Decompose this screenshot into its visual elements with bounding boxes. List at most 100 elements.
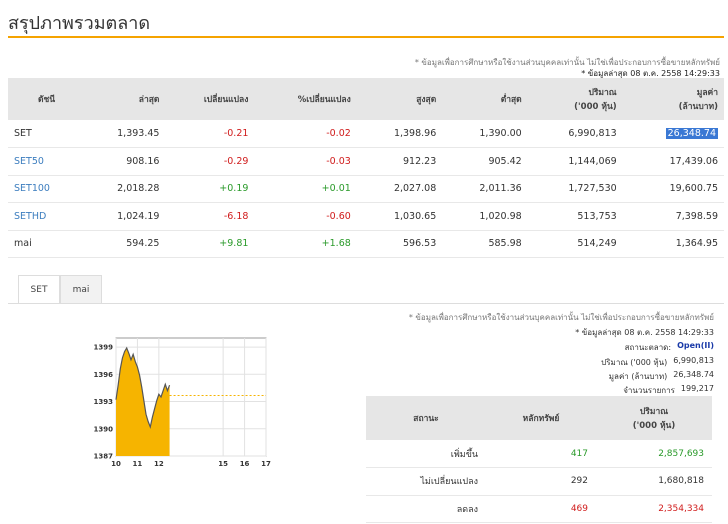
table-row: ไม่เปลี่ยนแปลง 292 1,680,818 [366,467,712,496]
index-volume: 1,144,069 [527,147,623,176]
breadth-volume: 2,857,693 [596,440,712,468]
index-change: +0.19 [165,175,255,203]
index-name: SET [8,120,80,148]
market-volume-label: ปริมาณ ('000 หุ้น) [601,358,668,367]
breadth-volume: 2,354,334 [596,495,712,523]
breadth-table: สถานะ หลักทรัพย์ ปริมาณ ('000 หุ้น) เพิ่… [366,396,712,523]
index-last: 908.16 [80,147,166,176]
index-change: -6.18 [165,202,255,231]
index-volume: 514,249 [527,230,623,258]
market-value-label: มูลค่า (ล้านบาท) [608,372,668,381]
chart-x-tick-label: 15 [218,460,228,468]
index-high: 1,398.96 [356,120,443,148]
index-volume: 1,727,530 [527,175,623,203]
index-link-set50[interactable]: SET50 [14,155,44,167]
market-trades-label: จำนวนรายการ [623,386,675,395]
table-row: SET100 2,018.28 +0.19 +0.01 2,027.08 2,0… [8,175,724,203]
table-row: SETHD 1,024.19 -6.18 -0.60 1,030.65 1,02… [8,202,724,231]
index-pct-change: -0.60 [254,202,357,231]
market-trades-value: 199,217 [680,384,714,393]
table-row: SET 1,393.45 -0.21 -0.02 1,398.96 1,390.… [8,120,724,148]
table-row: เพิ่มขึ้น 417 2,857,693 [366,440,712,468]
index-table-header: ดัชนี ล่าสุด เปลี่ยนแปลง %เปลี่ยนแปลง สู… [8,78,724,120]
selected-value-text[interactable]: 26,348.74 [665,128,718,139]
market-status-label: สถานะตลาด: [624,343,672,352]
tab-mai[interactable]: mai [60,275,102,303]
index-pct-change: +1.68 [254,230,357,258]
breadth-count: 469 [486,495,596,523]
chart-series-line [115,346,171,430]
header-change: เปลี่ยนแปลง [165,78,255,120]
chart-y-tick-label: 1390 [94,425,114,433]
market-tabs: SET mai [18,275,102,303]
index-change: -0.21 [165,120,255,148]
index-name: mai [8,230,80,258]
index-last: 1,024.19 [80,202,166,231]
index-low: 1,020.98 [442,202,528,231]
header-securities: หลักทรัพย์ [486,396,596,440]
index-link-sethd[interactable]: SETHD [14,210,47,222]
market-volume: ปริมาณ ('000 หุ้น) 6,990,813 [601,356,714,369]
breadth-status: เพิ่มขึ้น [366,440,486,468]
index-value-cell: 26,348.74 [622,120,724,148]
breadth-status: ลดลง [366,495,486,523]
market-disclaimer: * ข้อมูลเพื่อการศึกษาหรือใช้งานส่วนบุคคล… [408,313,714,322]
header-pct-change: %เปลี่ยนแปลง [254,78,357,120]
index-low: 585.98 [442,230,528,258]
index-high: 2,027.08 [356,175,443,203]
intraday-chart: 1399 1396 1393 1390 1387 10 11 12 15 16 17 [88,330,278,470]
index-low: 2,011.36 [442,175,528,203]
header-index: ดัชนี [8,78,80,120]
index-pct-change: +0.01 [254,175,357,203]
chart-x-tick-label: 17 [261,460,271,468]
index-table: ดัชนี ล่าสุด เปลี่ยนแปลง %เปลี่ยนแปลง สู… [8,78,724,258]
breadth-count: 417 [486,440,596,468]
index-pct-change: -0.02 [254,120,357,148]
table-row: ลดลง 469 2,354,334 [366,495,712,523]
header-low: ต่ำสุด [442,78,528,120]
chart-y-tick-label: 1396 [94,371,114,379]
table-row: mai 594.25 +9.81 +1.68 596.53 585.98 514… [8,230,724,258]
header-value: มูลค่า (ล้านบาท) [622,78,724,120]
chart-y-tick-label: 1399 [94,344,114,352]
chart-x-tick-label: 11 [133,460,143,468]
index-value: 19,600.75 [622,175,724,203]
tab-set[interactable]: SET [18,275,60,303]
market-volume-value: 6,990,813 [673,356,714,365]
index-value: 1,364.95 [622,230,724,258]
index-value: 7,398.59 [622,202,724,231]
index-low: 1,390.00 [442,120,528,148]
chart-x-tick-label: 12 [154,460,164,468]
last-updated-note: * ข้อมูลล่าสุด 08 ต.ค. 2558 14:29:33 [581,69,720,78]
index-high: 1,030.65 [356,202,443,231]
market-trades: จำนวนรายการ 199,217 [623,384,714,397]
index-value: 17,439.06 [622,147,724,176]
index-link-set100[interactable]: SET100 [14,183,50,195]
index-volume: 513,753 [527,202,623,231]
title-divider [8,36,724,38]
breadth-status: ไม่เปลี่ยนแปลง [366,467,486,496]
chart-x-tick-label: 10 [111,460,121,468]
index-last: 2,018.28 [80,175,166,203]
market-status-value: Open(II) [677,341,714,350]
breadth-table-header: สถานะ หลักทรัพย์ ปริมาณ ('000 หุ้น) [366,396,712,440]
table-row: SET50 908.16 -0.29 -0.03 912.23 905.42 1… [8,147,724,176]
index-change: -0.29 [165,147,255,176]
market-status: สถานะตลาด: Open(II) [625,341,714,354]
page-title: สรุปภาพรวมตลาด [8,13,151,34]
index-low: 905.42 [442,147,528,176]
index-last: 1,393.45 [80,120,166,148]
index-pct-change: -0.03 [254,147,357,176]
header-status: สถานะ [366,396,486,440]
market-value-value: 26,348.74 [673,370,714,379]
index-high: 912.23 [356,147,443,176]
index-change: +9.81 [165,230,255,258]
chart-y-tick-label: 1387 [94,453,114,461]
header-volume: ปริมาณ ('000 หุ้น) [527,78,623,120]
index-last: 594.25 [80,230,166,258]
chart-area-fill [116,347,170,456]
header-last: ล่าสุด [80,78,166,120]
chart-x-tick-label: 16 [240,460,250,468]
chart-y-tick-label: 1393 [94,398,114,406]
